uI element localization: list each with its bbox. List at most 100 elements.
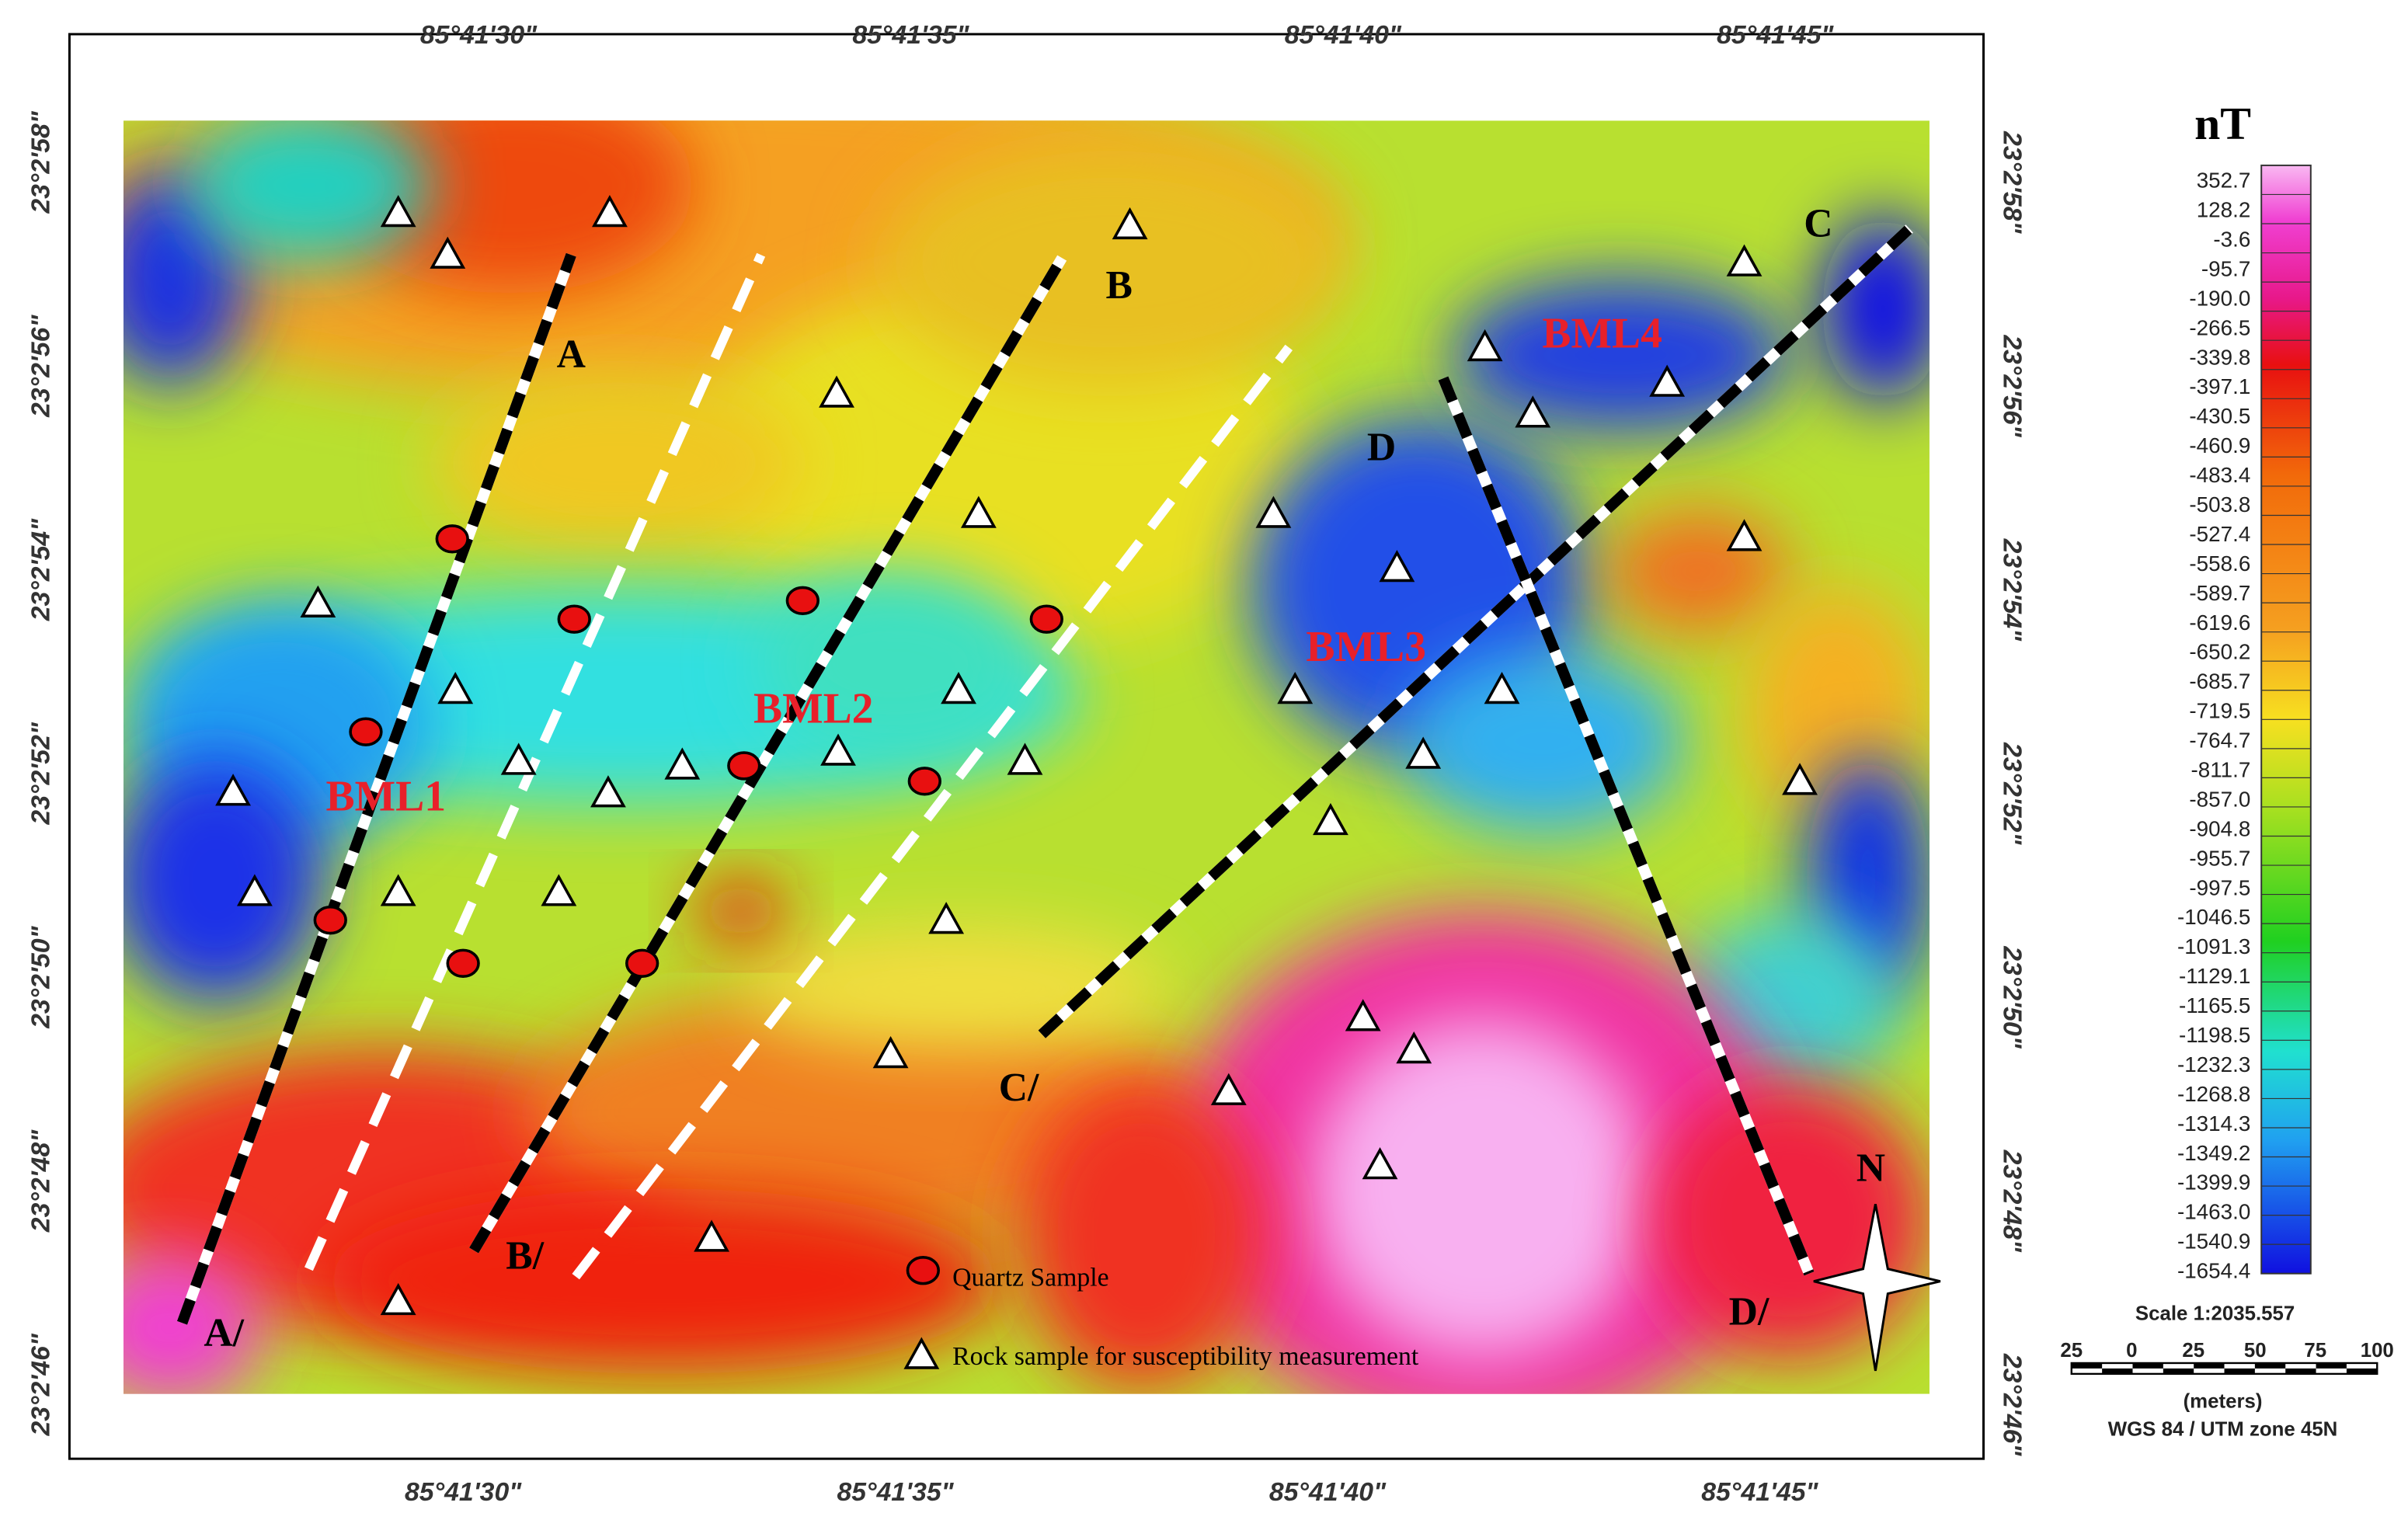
rock-sample xyxy=(380,1282,416,1316)
scale-tick-label: 75 xyxy=(2304,1340,2326,1362)
anomaly-patch xyxy=(879,139,1343,387)
zone-label: BML2 xyxy=(753,684,874,732)
quartz-sample xyxy=(625,948,659,978)
colorbar-label: -1046.5 xyxy=(2177,905,2250,929)
colorbar-label: -3.6 xyxy=(2213,228,2250,252)
longitude-label: 85°41'45" xyxy=(1701,1477,1818,1507)
scale-tick-label: 50 xyxy=(2244,1340,2267,1362)
colorbar-label: -190.0 xyxy=(2189,286,2250,310)
anomaly-patch xyxy=(1821,216,1930,402)
rock-sample xyxy=(1007,743,1043,775)
colorbar-label: -460.9 xyxy=(2189,433,2250,457)
profile-label: A xyxy=(557,332,586,377)
legend-label: Rock sample for susceptibility measureme… xyxy=(952,1342,1419,1371)
rock-sample xyxy=(872,1035,909,1069)
colorbar-label: -904.8 xyxy=(2189,816,2250,840)
colorbar-label: -1198.5 xyxy=(2179,1023,2250,1047)
anomaly-patch xyxy=(123,756,325,1003)
latitude-label: 23°2'48" xyxy=(1997,1150,2027,1253)
lineament xyxy=(572,344,1293,1280)
profile-line xyxy=(1438,376,1815,1276)
projection-label: WGS 84 / UTM zone 45N xyxy=(2108,1418,2338,1440)
zone-label: BML1 xyxy=(326,773,447,821)
anomaly-patch xyxy=(1018,1080,1266,1390)
colorbar-label: -95.7 xyxy=(2201,256,2250,280)
quartz-sample xyxy=(1029,604,1063,634)
colorbar-label: -483.4 xyxy=(2189,463,2250,487)
north-label: N xyxy=(1856,1146,1885,1190)
colorbar-label: -430.5 xyxy=(2189,404,2250,428)
colorbar-label: -527.4 xyxy=(2189,522,2250,546)
rock-sample xyxy=(1782,763,1818,795)
colorbar-label: -1268.8 xyxy=(2177,1082,2250,1106)
latitude-label: 23°2'46" xyxy=(26,1333,56,1436)
colorbar-label: -811.7 xyxy=(2191,758,2251,782)
rock-sample xyxy=(500,743,537,775)
rock-sample xyxy=(215,774,251,806)
anomaly-patch xyxy=(1605,510,1791,634)
legend-quartz-symbol xyxy=(906,1256,940,1285)
rock-sample xyxy=(1255,496,1292,528)
colorbar-label: -339.8 xyxy=(2189,345,2250,369)
colorbar-label: -719.5 xyxy=(2189,699,2250,723)
latitude-label: 23°2'52" xyxy=(1997,742,2027,845)
colorbar-label: -1314.3 xyxy=(2177,1111,2250,1136)
magnetic-anomaly-map xyxy=(123,120,1930,1394)
rock-sample xyxy=(380,874,416,906)
rock-sample xyxy=(960,496,997,528)
quartz-sample xyxy=(907,767,941,796)
colorbar-label: -1232.3 xyxy=(2177,1052,2250,1076)
scale-unit: (meters) xyxy=(2184,1391,2263,1413)
zone-label: BML4 xyxy=(1542,309,1662,357)
rock-sample xyxy=(1405,736,1442,769)
quartz-sample xyxy=(785,586,819,615)
scale-segment xyxy=(2254,1362,2286,1369)
longitude-label: 85°41'35" xyxy=(852,20,969,50)
rock-sample xyxy=(1345,999,1381,1031)
latitude-label: 23°2'54" xyxy=(1997,538,2027,642)
quartz-sample xyxy=(349,717,383,746)
quartz-sample xyxy=(435,524,469,554)
profile-label: D xyxy=(1367,425,1396,469)
latitude-label: 23°2'58" xyxy=(1997,130,2027,234)
longitude-label: 85°41'30" xyxy=(420,20,538,50)
anomaly-patch xyxy=(185,120,433,263)
rock-sample xyxy=(928,902,965,934)
profile-line xyxy=(469,255,1067,1254)
colorbar-label: -1463.0 xyxy=(2177,1200,2250,1224)
colorbar-label: -1129.1 xyxy=(2179,964,2250,988)
rock-sample xyxy=(430,236,466,269)
rock-sample xyxy=(541,874,577,906)
scale-tick-label: 25 xyxy=(2182,1340,2204,1362)
latitude-label: 23°2'50" xyxy=(26,925,56,1028)
colorbar-label: -685.7 xyxy=(2189,670,2250,694)
rock-sample xyxy=(1515,395,1551,428)
scale-tick-label: 0 xyxy=(2126,1340,2137,1362)
rock-sample xyxy=(941,671,976,704)
anomaly-patch xyxy=(756,571,1035,756)
colorbar-label: -997.5 xyxy=(2189,875,2250,899)
rock-sample xyxy=(664,747,701,780)
rock-sample xyxy=(1467,329,1503,362)
colorbar-label: -1540.9 xyxy=(2177,1230,2250,1254)
scale-segment xyxy=(2316,1362,2347,1369)
anomaly-patch xyxy=(324,1188,1004,1374)
profile-label: B/ xyxy=(506,1234,544,1278)
longitude-label: 85°41'30" xyxy=(405,1477,522,1507)
scale-tick-label: 25 xyxy=(2060,1340,2083,1362)
latitude-label: 23°2'46" xyxy=(1997,1353,2027,1456)
longitude-label: 85°41'40" xyxy=(1269,1477,1387,1507)
colorbar-label: -1165.5 xyxy=(2179,993,2250,1017)
colorbar-label: -503.8 xyxy=(2189,492,2250,517)
quartz-sample xyxy=(313,905,347,935)
quartz-sample xyxy=(727,751,761,781)
rock-sample xyxy=(1726,244,1763,277)
rock-sample xyxy=(1726,519,1763,551)
colorbar-label: -558.6 xyxy=(2189,551,2250,576)
scale-title: Scale 1:2035.557 xyxy=(2135,1303,2295,1324)
anomaly-patch xyxy=(1312,1018,1652,1358)
colorbar-label: -1399.9 xyxy=(2177,1170,2250,1195)
rock-sample xyxy=(1210,1073,1247,1105)
